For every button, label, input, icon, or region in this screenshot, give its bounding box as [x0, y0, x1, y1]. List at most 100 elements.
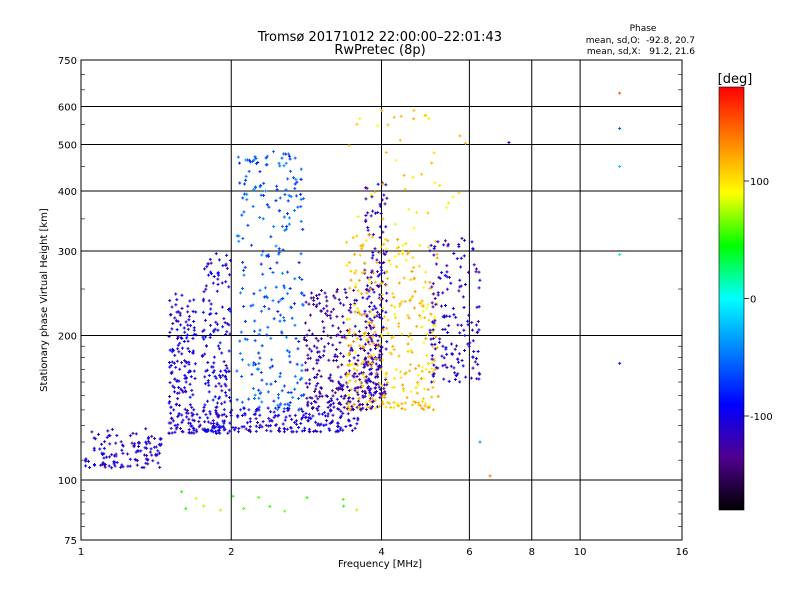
- data-point: [369, 214, 373, 218]
- data-point: [310, 349, 314, 353]
- data-point: [376, 339, 380, 343]
- data-point: [400, 406, 404, 410]
- data-point: [269, 235, 273, 239]
- data-point: [414, 367, 418, 371]
- data-point: [181, 390, 185, 394]
- data-point: [202, 297, 206, 301]
- data-point: [446, 331, 450, 335]
- data-point: [331, 379, 335, 383]
- data-point: [212, 275, 216, 279]
- data-point: [426, 406, 430, 410]
- data-point: [220, 351, 224, 355]
- data-point: [445, 264, 449, 268]
- data-point: [227, 323, 231, 327]
- data-point: [262, 181, 266, 185]
- data-point: [277, 252, 281, 256]
- data-point: [406, 342, 410, 346]
- data-point: [458, 380, 462, 384]
- data-point: [394, 316, 398, 320]
- data-point: [371, 209, 375, 213]
- data-point: [302, 393, 306, 397]
- data-point: [456, 357, 460, 361]
- data-point: [187, 314, 191, 318]
- data-point: [168, 394, 172, 398]
- data-point: [355, 422, 359, 426]
- data-point: [247, 169, 251, 173]
- data-point: [390, 336, 394, 340]
- data-point: [405, 396, 409, 400]
- data-point: [278, 196, 282, 200]
- data-point: [303, 321, 307, 325]
- data-point: [381, 328, 385, 332]
- data-point: [186, 339, 190, 343]
- data-point: [415, 324, 419, 328]
- data-point: [477, 305, 481, 309]
- data-point: [329, 373, 333, 377]
- data-point: [206, 428, 210, 432]
- data-point: [325, 309, 329, 313]
- data-point: [430, 342, 434, 346]
- data-point: [379, 265, 383, 269]
- data-point: [278, 375, 282, 379]
- data-point: [294, 419, 298, 423]
- data-point: [149, 447, 153, 451]
- data-point: [399, 376, 403, 380]
- data-point: [304, 381, 308, 385]
- data-point: [346, 399, 350, 403]
- data-point: [347, 393, 351, 397]
- data-point: [252, 188, 256, 192]
- data-point: [156, 461, 160, 465]
- data-point: [373, 190, 377, 194]
- data-point: [293, 413, 297, 417]
- data-point: [301, 227, 305, 231]
- data-point: [296, 347, 300, 351]
- data-point: [358, 402, 362, 406]
- data-point: [475, 323, 479, 327]
- data-point: [134, 432, 138, 436]
- data-point: [323, 414, 327, 418]
- data-point: [353, 331, 357, 335]
- data-point: [282, 319, 286, 323]
- data-point: [356, 386, 360, 390]
- data-point: [217, 373, 221, 377]
- data-point: [347, 369, 351, 373]
- data-point: [463, 238, 467, 242]
- data-point: [446, 244, 450, 248]
- data-point: [182, 326, 186, 330]
- data-point: [390, 303, 394, 307]
- data-point: [188, 382, 192, 386]
- data-point: [427, 245, 431, 249]
- data-point: [359, 346, 363, 350]
- data-point: [371, 271, 375, 275]
- data-point: [353, 362, 357, 366]
- data-point: [332, 294, 336, 298]
- data-point: [88, 466, 92, 470]
- data-point: [424, 337, 428, 341]
- data-point: [453, 371, 457, 375]
- data-point: [363, 358, 367, 362]
- colorbar: [718, 86, 745, 511]
- data-point: [219, 369, 223, 373]
- data-point: [306, 353, 310, 357]
- data-point: [363, 364, 367, 368]
- data-point: [259, 390, 263, 394]
- data-point: [268, 504, 272, 508]
- data-point: [356, 393, 360, 397]
- data-point: [358, 344, 362, 348]
- data-point: [376, 345, 380, 349]
- data-point: [323, 345, 327, 349]
- data-point: [329, 310, 333, 314]
- data-point: [299, 205, 303, 209]
- data-point: [179, 336, 183, 340]
- data-point: [443, 273, 447, 277]
- data-point: [342, 405, 346, 409]
- x-tick-label: 6: [466, 547, 472, 558]
- data-point: [293, 182, 297, 186]
- data-point: [99, 463, 103, 467]
- data-point: [234, 426, 238, 430]
- data-point: [459, 323, 463, 327]
- data-point: [363, 309, 367, 313]
- data-point: [205, 265, 209, 269]
- data-point: [259, 262, 263, 266]
- data-point: [177, 350, 181, 354]
